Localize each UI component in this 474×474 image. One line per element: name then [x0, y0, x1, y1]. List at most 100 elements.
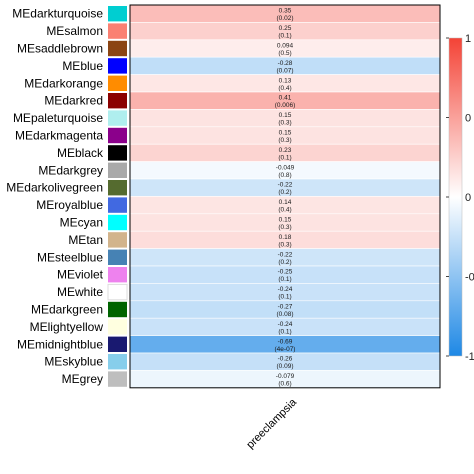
cell-pvalue-label: (0.4): [278, 207, 291, 214]
cell-pvalue-label: (0.5): [278, 50, 291, 57]
module-color-swatch: [108, 232, 127, 248]
module-label: MEdarkmagenta: [15, 129, 103, 143]
module-label: MEtan: [68, 233, 103, 247]
module-color-swatch: [108, 75, 127, 91]
cell-pvalue-label: (0.1): [278, 154, 291, 161]
module-color-swatch: [108, 127, 127, 144]
module-color-swatch: [108, 40, 127, 57]
legend-tick-label: 1: [465, 33, 471, 45]
legend-tick-label: -1: [465, 351, 474, 363]
module-label: MEsteelblue: [37, 250, 103, 264]
cell-pvalue-label: (0.07): [277, 67, 294, 74]
module-label: MEmidnightblue: [17, 337, 103, 351]
module-label: MEblack: [57, 146, 104, 160]
module-color-swatch: [108, 249, 127, 265]
cell-pvalue-label: (0.8): [278, 172, 291, 179]
cell-correlation-label: 0.35: [279, 8, 292, 15]
cell-pvalue-label: (0.1): [278, 294, 291, 301]
cell-correlation-label: 0.15: [279, 130, 292, 137]
module-color-swatch: [108, 214, 127, 231]
module-color-swatch: [108, 267, 127, 283]
module-color-swatch: [108, 336, 127, 352]
cell-correlation-label: 0.14: [279, 199, 292, 206]
cell-correlation-label: -0.28: [278, 60, 293, 67]
cell-pvalue-label: (0.3): [278, 224, 291, 231]
cell-correlation-label: 0.15: [279, 217, 292, 224]
legend-color-bar: [448, 37, 463, 357]
cell-correlation-label: 0.094: [277, 43, 294, 50]
cell-correlation-label: -0.69: [278, 338, 293, 345]
module-color-swatch: [108, 162, 127, 178]
cell-pvalue-label: (0.3): [278, 137, 291, 144]
legend-tick-label: 0: [465, 192, 471, 204]
cell-pvalue-label: (0.08): [277, 311, 294, 318]
module-label: MEdarkred: [44, 94, 103, 108]
cell-correlation-label: 0.13: [279, 77, 292, 84]
module-label: MEblue: [62, 59, 103, 73]
cell-correlation-label: 0.18: [279, 234, 292, 241]
module-color-swatch: [108, 93, 127, 109]
module-color-swatch: [108, 354, 127, 370]
heatmap-frame: [129, 4, 441, 389]
cell-correlation-label: 0.23: [279, 147, 292, 154]
x-axis-labels: preeclampsia: [244, 396, 299, 451]
legend-tick-label: 0: [465, 113, 471, 125]
module-color-swatch: [108, 301, 127, 318]
cell-pvalue-label: (0.4): [278, 85, 291, 92]
module-label: MEskyblue: [44, 355, 103, 369]
cell-pvalue-label: (0.2): [278, 259, 291, 266]
cell-pvalue-label: (0.1): [278, 33, 291, 40]
cell-correlation-label: -0.25: [278, 269, 293, 276]
cell-correlation-label: -0.049: [276, 164, 295, 171]
module-color-swatch: [108, 6, 127, 22]
x-axis-label: preeclampsia: [244, 396, 299, 451]
cell-correlation-label: -0.26: [278, 356, 293, 363]
cell-correlation-label: 0.25: [279, 25, 292, 32]
cell-pvalue-label: (0.6): [278, 381, 291, 388]
module-labels: MEdarkturquoise MEsalmon MEsaddlebrown MEbl…: [6, 7, 104, 386]
cell-pvalue-label: (0.2): [278, 189, 291, 196]
cell-pvalue-label: (0.09): [277, 363, 294, 370]
module-label: MEwhite: [57, 285, 103, 299]
module-label: MEsalmon: [46, 24, 103, 38]
cell-correlation-label: -0.24: [278, 321, 293, 328]
cell-pvalue-label: (0.1): [278, 328, 291, 335]
module-color-swatch: [108, 197, 127, 213]
cell-correlation-label: 0.41: [279, 95, 292, 102]
color-legend: 1 0 0 -0 -1: [446, 33, 474, 363]
module-color-swatch: [108, 110, 127, 126]
module-label: MEdarkturquoise: [12, 7, 103, 21]
module-label: MEdarkorange: [24, 76, 103, 90]
module-label: MEpaleturquoise: [13, 111, 103, 125]
module-color-swatch: [108, 145, 127, 161]
module-color-swatch: [108, 180, 127, 196]
cell-correlation-label: -0.22: [278, 182, 293, 189]
cell-correlation-label: 0.15: [279, 112, 292, 119]
module-color-swatches: [107, 6, 128, 387]
cell-correlation-label: -0.27: [278, 304, 293, 311]
cell-correlation-label: -0.22: [278, 251, 293, 258]
module-label: MEviolet: [57, 268, 104, 282]
module-color-swatch: [108, 371, 127, 387]
module-color-swatch: [108, 58, 127, 74]
cell-pvalue-label: (0.3): [278, 241, 291, 248]
module-label: MEdarkgrey: [38, 163, 103, 177]
module-color-swatch: [108, 319, 127, 335]
legend-tick-label: -0: [465, 272, 474, 284]
module-label: MEdarkgreen: [31, 303, 103, 317]
cell-pvalue-label: (0.3): [278, 120, 291, 127]
module-label: MEdarkolivegreen: [6, 181, 103, 195]
cell-correlation-label: -0.24: [278, 286, 293, 293]
module-label: MElightyellow: [30, 320, 104, 334]
module-color-swatch: [108, 23, 127, 39]
cell-pvalue-label: (0.006): [275, 102, 296, 109]
cell-correlation-label: -0.079: [276, 373, 295, 380]
heatmap-cells: 0.35(0.02)0.25(0.1)0.094(0.5)-0.28(0.07)…: [129, 4, 441, 389]
module-label: MEgrey: [62, 372, 103, 386]
cell-pvalue-label: (0.1): [278, 276, 291, 283]
cell-pvalue-label: (4e-07): [275, 346, 296, 353]
cell-pvalue-label: (0.02): [277, 15, 294, 22]
module-label: MEcyan: [60, 216, 103, 230]
module-label: MEroyalblue: [36, 198, 103, 212]
